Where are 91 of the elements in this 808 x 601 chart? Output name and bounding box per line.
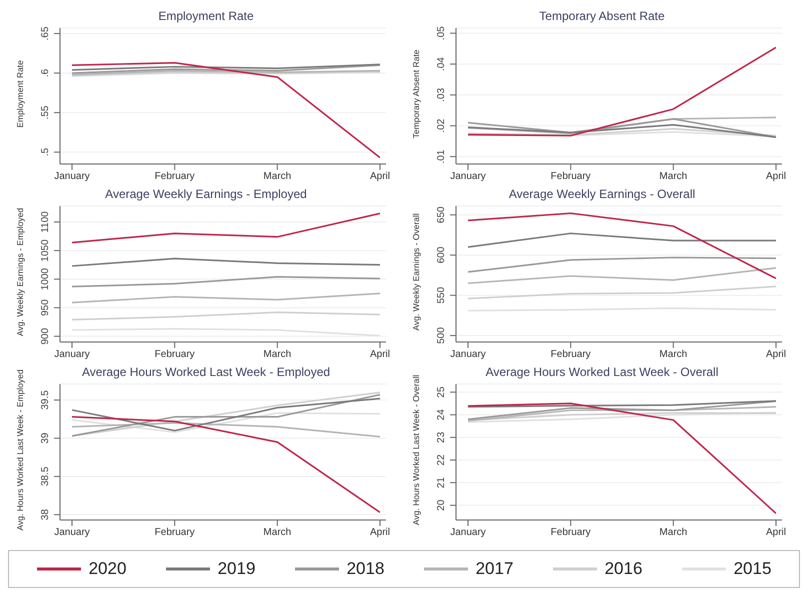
x-tick-label: April <box>766 171 786 182</box>
y-tick-label: .65 <box>40 26 51 40</box>
x-tick-label: January <box>54 527 90 538</box>
x-tick-label: January <box>450 171 486 182</box>
y-tick-label: 1050 <box>40 239 51 262</box>
y-tick-label: 22 <box>436 454 447 466</box>
y-tick-label: 20 <box>436 499 447 511</box>
line-series <box>468 116 776 134</box>
line-series <box>72 292 380 304</box>
line-series <box>468 46 776 136</box>
x-tick-label: March <box>263 527 292 538</box>
line-series <box>468 402 776 514</box>
chart-title: Employment Rate <box>157 8 255 24</box>
line-series <box>72 311 380 321</box>
x-tick-label: January <box>54 349 90 360</box>
y-tick-label: 38.5 <box>40 466 51 486</box>
line-series <box>72 398 380 432</box>
chart-title: Average Weekly Earnings - Employed <box>104 186 308 202</box>
line-series <box>468 286 776 300</box>
line-series <box>468 267 776 284</box>
x-tick-label: March <box>263 349 292 360</box>
x-tick-label: January <box>54 171 90 182</box>
line-series <box>72 258 380 267</box>
x-tick-label: February <box>154 527 195 538</box>
line-series <box>72 64 380 74</box>
y-tick-label: 1000 <box>40 268 51 290</box>
line-series <box>468 400 776 420</box>
line-series <box>72 412 380 433</box>
x-tick-label: April <box>766 527 786 538</box>
y-tick-label: .02 <box>436 118 447 133</box>
y-tick-label: .05 <box>436 26 447 40</box>
legend-label: 2019 <box>218 559 256 579</box>
x-tick-label: April <box>766 349 786 360</box>
y-tick-label: 24 <box>436 408 447 420</box>
x-tick-label: March <box>659 527 688 538</box>
line-series <box>72 416 380 514</box>
y-axis-title: Avg. Weekly Earnings - Employed <box>15 208 25 336</box>
line-series <box>468 128 776 136</box>
y-axis-title: Temporary Absent Rate <box>411 50 421 138</box>
y-axis-title: Employment Rate <box>15 60 25 128</box>
y-tick-label: 25 <box>436 386 447 398</box>
x-tick-label: February <box>550 527 591 538</box>
legend-label: 2020 <box>88 559 126 579</box>
y-tick-label: 500 <box>436 326 447 344</box>
y-tick-label: .03 <box>436 88 447 102</box>
line-series <box>468 212 776 280</box>
y-axis-title: Avg. Hours Worked Last Week - Overall <box>411 374 421 526</box>
x-tick-label: January <box>450 527 486 538</box>
y-tick-label: 38 <box>40 508 51 520</box>
line-series <box>72 62 380 158</box>
y-tick-label: 600 <box>436 246 447 264</box>
x-tick-label: April <box>370 171 390 182</box>
y-tick-label: 23 <box>436 431 447 443</box>
y-axis-title: Avg. Hours Worked Last Week - Employed <box>15 369 25 531</box>
y-tick-label: 650 <box>436 206 447 224</box>
x-tick-label: February <box>154 171 195 182</box>
y-tick-label: .01 <box>436 149 447 164</box>
x-tick-label: March <box>659 349 688 360</box>
legend-label: 2015 <box>734 559 772 579</box>
x-tick-label: January <box>450 349 486 360</box>
x-tick-label: February <box>550 349 591 360</box>
x-tick-label: February <box>154 349 195 360</box>
y-tick-label: 950 <box>40 298 51 316</box>
y-tick-label: .55 <box>40 105 51 120</box>
legend-label: 2017 <box>476 559 514 579</box>
x-tick-label: April <box>370 349 390 360</box>
y-tick-label: 39.5 <box>40 390 51 410</box>
x-tick-label: March <box>659 171 688 182</box>
chart-title: Average Weekly Earnings - Overall <box>508 186 696 202</box>
y-tick-label: .6 <box>40 68 51 78</box>
y-tick-label: .5 <box>40 148 51 156</box>
chart-title: Average Hours Worked Last Week - Overall <box>486 365 718 379</box>
x-tick-label: February <box>550 171 591 182</box>
x-tick-label: April <box>370 527 390 538</box>
x-tick-label: March <box>263 171 292 182</box>
line-series <box>468 118 776 138</box>
y-tick-label: 1100 <box>40 210 51 233</box>
y-tick-label: 900 <box>40 328 51 345</box>
legend-label: 2018 <box>346 559 384 579</box>
chart-title: Temporary Absent Rate <box>538 8 666 24</box>
line-series <box>468 256 776 273</box>
y-tick-label: .04 <box>436 56 447 72</box>
line-series <box>468 124 776 138</box>
line-series <box>72 212 380 244</box>
chart-title: Average Hours Worked Last Week - Employed <box>82 365 330 379</box>
y-tick-label: 39 <box>40 432 51 444</box>
y-tick-label: 550 <box>436 286 447 304</box>
line-series <box>72 276 380 288</box>
y-axis-title: Avg. Weekly Earnings - Overall <box>411 213 421 331</box>
y-tick-label: 21 <box>436 476 447 488</box>
legend-label: 2016 <box>604 559 642 579</box>
